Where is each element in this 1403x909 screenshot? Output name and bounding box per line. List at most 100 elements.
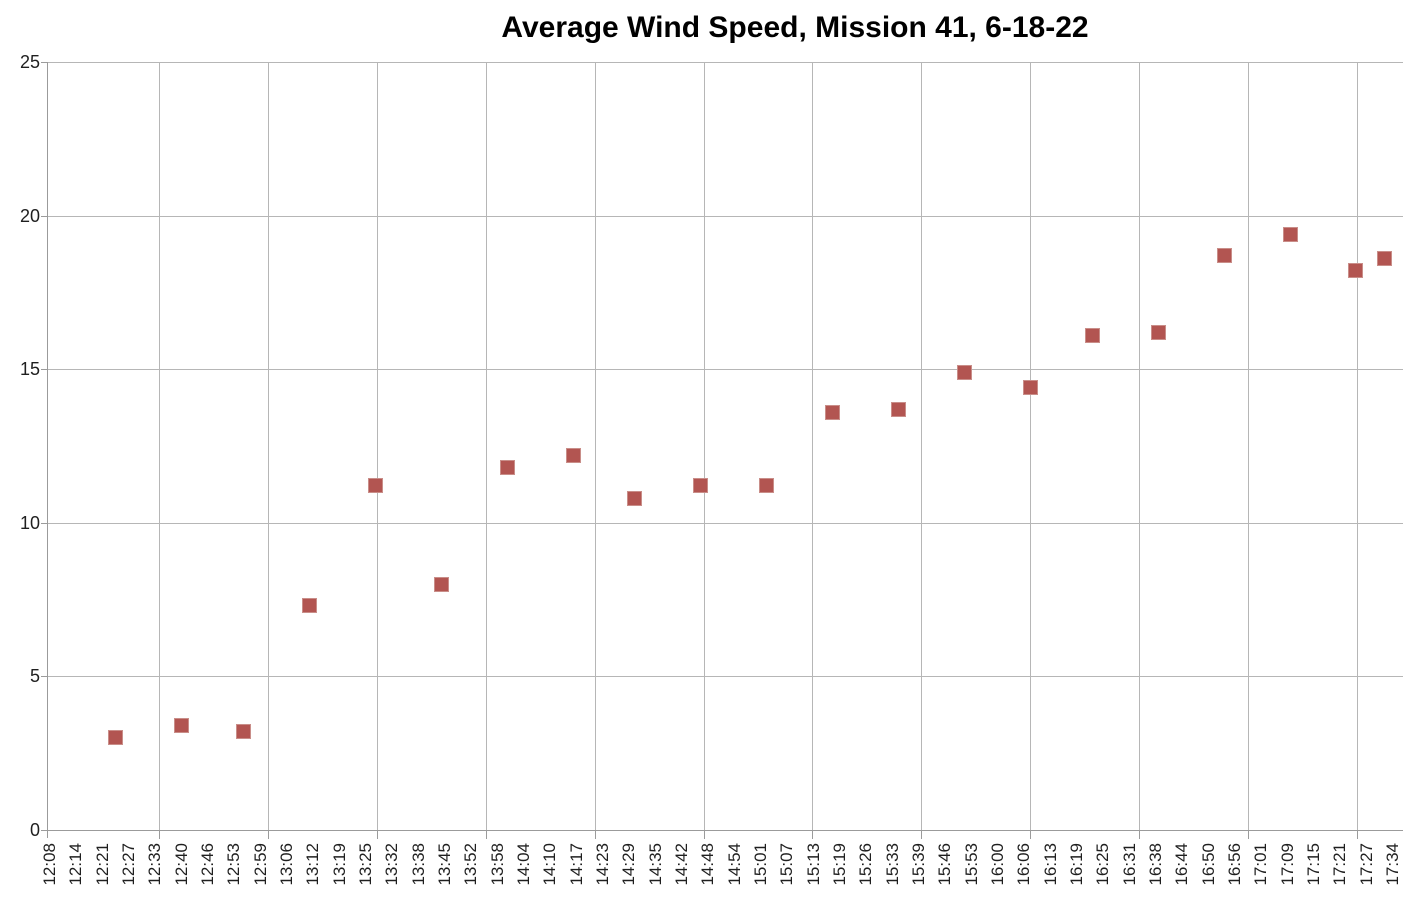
x-axis-tick xyxy=(159,831,160,839)
v-gridline xyxy=(1248,62,1249,830)
data-point-marker xyxy=(367,478,383,494)
x-axis-tick xyxy=(704,831,705,839)
data-point-marker xyxy=(1150,324,1166,340)
h-gridline xyxy=(47,62,1403,63)
x-axis-tick-label: 16:13 xyxy=(1040,843,1060,886)
v-gridline xyxy=(1357,62,1358,830)
x-axis-tick-label: 13:19 xyxy=(329,843,349,886)
y-axis-tick-label: 10 xyxy=(19,513,40,533)
x-axis-tick-label: 13:32 xyxy=(382,843,402,886)
x-axis-tick-label: 12:59 xyxy=(250,843,270,886)
x-axis-tick-label: 12:40 xyxy=(171,843,191,886)
h-gridline xyxy=(47,216,1403,217)
data-point-marker xyxy=(1084,327,1100,343)
v-gridline xyxy=(268,62,269,830)
x-axis-tick-label: 16:25 xyxy=(1093,843,1113,886)
x-axis-tick-label: 13:06 xyxy=(277,843,296,886)
x-axis-tick-label: 14:10 xyxy=(540,843,560,886)
data-point-marker xyxy=(1377,251,1393,267)
x-axis-tick-label: 12:27 xyxy=(119,843,138,886)
x-axis-tick-label: 13:52 xyxy=(461,843,481,886)
x-axis-tick-label: 15:01 xyxy=(751,843,770,886)
x-axis-tick xyxy=(377,831,378,839)
data-point-marker xyxy=(302,598,318,614)
y-axis-tick xyxy=(41,369,47,370)
x-axis-tick-label: 13:25 xyxy=(356,843,375,886)
x-axis-tick-label: 13:38 xyxy=(408,843,428,886)
y-axis-tick xyxy=(41,676,47,677)
v-gridline xyxy=(812,62,813,830)
h-gridline xyxy=(47,369,1403,370)
x-axis-tick-label: 17:01 xyxy=(1251,843,1271,886)
v-gridline xyxy=(1139,62,1140,830)
data-point-marker xyxy=(499,460,515,475)
v-gridline xyxy=(377,62,378,830)
x-axis-tick-label: 16:06 xyxy=(1014,843,1034,886)
x-axis-tick-label: 15:39 xyxy=(909,843,928,886)
data-point-marker xyxy=(1022,380,1038,396)
h-gridline xyxy=(47,523,1403,524)
data-point-marker xyxy=(825,404,841,420)
x-axis-tick xyxy=(1139,831,1140,839)
x-axis-tick-label: 12:46 xyxy=(198,843,217,886)
x-axis-tick-label: 16:50 xyxy=(1198,843,1218,886)
x-axis-tick-label: 12:33 xyxy=(145,843,165,886)
x-axis-tick-label: 17:15 xyxy=(1304,843,1323,886)
y-axis-tick-label: 20 xyxy=(19,206,40,226)
x-axis-tick-label: 17:27 xyxy=(1356,843,1376,886)
v-gridline xyxy=(921,62,922,830)
data-point-marker xyxy=(627,490,643,506)
x-axis-tick-label: 15:07 xyxy=(777,843,797,886)
x-axis-tick-label: 15:26 xyxy=(856,843,876,886)
x-axis-tick-label: 15:53 xyxy=(961,843,981,886)
x-axis-tick-label: 14:04 xyxy=(514,843,533,886)
x-axis-tick-label: 14:23 xyxy=(593,843,612,886)
x-axis-tick xyxy=(921,831,922,839)
y-axis-tick xyxy=(41,62,47,63)
x-axis-tick-label: 12:53 xyxy=(224,843,244,886)
data-point-marker xyxy=(1348,263,1364,279)
x-axis-tick xyxy=(595,831,596,839)
x-axis-tick-label: 15:19 xyxy=(830,843,849,886)
y-axis-line xyxy=(47,62,48,838)
x-axis-tick-label: 14:35 xyxy=(645,843,665,886)
x-axis-line xyxy=(47,830,1403,831)
data-point-marker xyxy=(1216,248,1232,264)
x-axis-tick-label: 17:09 xyxy=(1277,843,1297,886)
x-axis-tick-label: 17:21 xyxy=(1330,843,1350,886)
data-point-marker xyxy=(957,364,973,380)
data-point-marker xyxy=(565,447,581,463)
x-axis-tick-label: 15:33 xyxy=(882,843,902,886)
v-gridline xyxy=(704,62,705,830)
data-point-marker xyxy=(891,401,907,417)
x-axis-tick-label: 13:58 xyxy=(487,843,507,886)
x-axis-tick-label: 12:08 xyxy=(40,843,59,886)
x-axis-tick-label: 15:46 xyxy=(935,843,955,886)
x-axis-tick-label: 12:21 xyxy=(92,843,112,886)
y-axis-tick-label: 15 xyxy=(19,359,40,379)
v-gridline xyxy=(1030,62,1031,830)
x-axis-tick-label: 14:17 xyxy=(566,843,586,886)
x-axis-tick-label: 16:44 xyxy=(1172,843,1192,886)
v-gridline xyxy=(159,62,160,830)
x-axis-tick-label: 14:42 xyxy=(672,843,691,886)
x-axis-tick xyxy=(1248,831,1249,839)
y-axis-tick xyxy=(41,523,47,524)
x-axis-tick-label: 16:38 xyxy=(1146,843,1165,886)
data-point-marker xyxy=(1282,226,1298,242)
x-axis-tick xyxy=(812,831,813,839)
x-axis-tick-label: 14:48 xyxy=(698,843,718,886)
x-axis-tick xyxy=(1357,831,1358,839)
x-axis-tick-label: 14:29 xyxy=(619,843,639,886)
y-axis-tick-label: 5 xyxy=(29,666,40,686)
x-axis-tick-label: 15:13 xyxy=(803,843,823,886)
y-axis-tick xyxy=(41,216,47,217)
x-axis-tick xyxy=(268,831,269,839)
data-point-marker xyxy=(759,478,775,494)
x-axis-tick-label: 17:34 xyxy=(1383,843,1402,886)
data-point-marker xyxy=(108,730,124,746)
y-axis-tick xyxy=(41,830,47,831)
x-axis-tick-label: 14:54 xyxy=(724,843,744,886)
v-gridline xyxy=(595,62,596,830)
